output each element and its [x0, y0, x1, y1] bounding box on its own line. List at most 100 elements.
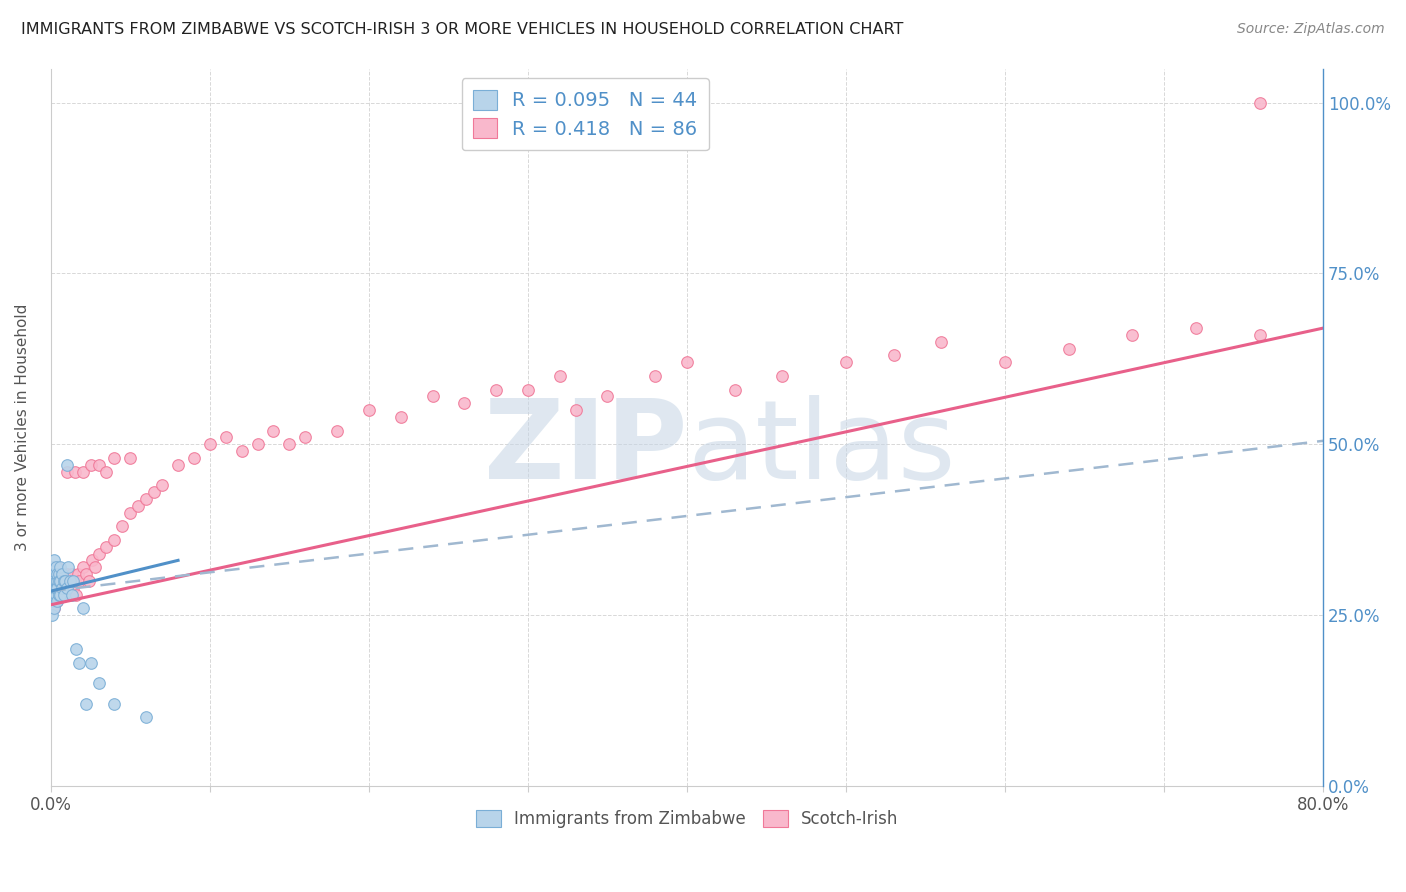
Point: [72, 465, 94, 479]
Y-axis label: 3 or more Vehicles in Household: 3 or more Vehicles in Household: [15, 303, 30, 551]
Point: [72, 601, 94, 615]
Point: [69, 656, 91, 670]
Point: [96, 540, 118, 554]
Text: Source: ZipAtlas.com: Source: ZipAtlas.com: [1237, 22, 1385, 37]
Point: [72, 560, 94, 574]
Point: [135, 491, 157, 506]
Point: [111, 519, 134, 533]
Point: [75, 567, 97, 582]
Point: [45, 581, 67, 595]
Point: [516, 383, 538, 397]
Point: [42, 581, 65, 595]
Point: [46, 594, 69, 608]
Text: atlas: atlas: [688, 395, 956, 502]
Point: [84, 560, 107, 574]
Text: ZIP: ZIP: [484, 395, 688, 502]
Point: [45, 574, 67, 588]
Point: [49, 574, 72, 588]
Point: [63, 465, 86, 479]
Point: [55, 465, 77, 479]
Point: [48, 587, 70, 601]
Point: [49, 587, 72, 601]
Point: [58, 560, 80, 574]
Point: [1249, 327, 1271, 342]
Point: [46, 574, 69, 588]
Point: [52, 574, 75, 588]
Point: [246, 437, 269, 451]
Point: [135, 710, 157, 724]
Point: [52, 587, 75, 601]
Point: [453, 396, 475, 410]
Point: [883, 348, 905, 362]
Point: [326, 424, 349, 438]
Point: [294, 430, 316, 444]
Point: [835, 355, 858, 369]
Point: [42, 601, 65, 615]
Point: [198, 437, 221, 451]
Point: [596, 389, 619, 403]
Point: [49, 574, 72, 588]
Point: [48, 574, 70, 588]
Point: [51, 581, 73, 595]
Point: [103, 697, 125, 711]
Point: [45, 560, 67, 574]
Point: [770, 368, 793, 383]
Point: [46, 560, 69, 574]
Text: IMMIGRANTS FROM ZIMBABWE VS SCOTCH-IRISH 3 OR MORE VEHICLES IN HOUSEHOLD CORRELA: IMMIGRANTS FROM ZIMBABWE VS SCOTCH-IRISH…: [21, 22, 904, 37]
Point: [485, 383, 508, 397]
Point: [82, 553, 104, 567]
Point: [96, 465, 118, 479]
Point: [150, 478, 173, 492]
Point: [42, 601, 65, 615]
Point: [42, 567, 65, 582]
Point: [58, 574, 80, 588]
Point: [45, 567, 67, 582]
Point: [41, 560, 63, 574]
Point: [55, 581, 77, 595]
Point: [55, 581, 77, 595]
Point: [45, 587, 67, 601]
Point: [48, 567, 70, 582]
Point: [79, 458, 101, 472]
Point: [52, 581, 75, 595]
Point: [167, 458, 190, 472]
Point: [45, 587, 67, 601]
Point: [644, 368, 666, 383]
Point: [215, 430, 238, 444]
Point: [1121, 327, 1143, 342]
Point: [676, 355, 699, 369]
Point: [183, 450, 205, 465]
Point: [1057, 342, 1080, 356]
Point: [60, 567, 83, 582]
Point: [59, 574, 82, 588]
Point: [48, 567, 70, 582]
Point: [59, 587, 82, 601]
Point: [41, 607, 63, 622]
Point: [1185, 321, 1208, 335]
Point: [62, 581, 84, 595]
Point: [263, 424, 285, 438]
Point: [120, 450, 142, 465]
Point: [45, 581, 67, 595]
Point: [48, 581, 70, 595]
Point: [51, 587, 73, 601]
Point: [389, 409, 412, 424]
Point: [41, 560, 63, 574]
Point: [46, 574, 69, 588]
Point: [1249, 95, 1271, 110]
Point: [994, 355, 1017, 369]
Point: [46, 567, 69, 582]
Point: [53, 574, 76, 588]
Point: [79, 656, 101, 670]
Point: [564, 403, 586, 417]
Point: [66, 567, 89, 582]
Point: [53, 574, 76, 588]
Point: [52, 567, 75, 582]
Point: [41, 574, 63, 588]
Point: [51, 574, 73, 588]
Legend: Immigrants from Zimbabwe, Scotch-Irish: Immigrants from Zimbabwe, Scotch-Irish: [470, 804, 905, 835]
Point: [143, 485, 166, 500]
Point: [63, 574, 86, 588]
Point: [931, 334, 953, 349]
Point: [42, 567, 65, 582]
